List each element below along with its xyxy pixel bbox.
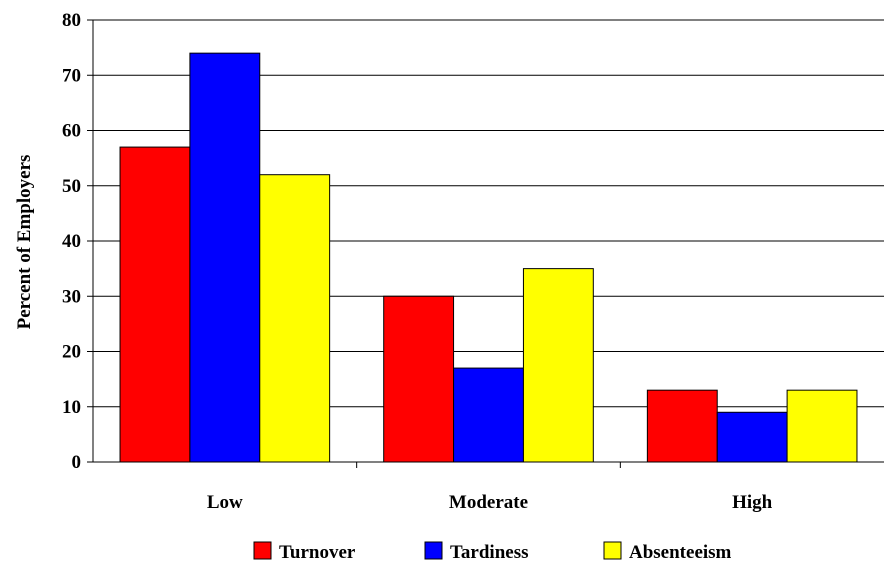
legend-swatch-turnover (253, 541, 272, 560)
bar-tardiness-low (189, 52, 261, 463)
bar-absenteeism-high (786, 389, 858, 463)
bar-absenteeism-low (259, 174, 331, 463)
legend-swatch-absenteeism (603, 541, 622, 560)
bar-turnover-low (119, 146, 191, 463)
bars (119, 52, 858, 463)
y-tick-label: 60 (62, 121, 81, 142)
bar-tardiness-high (716, 411, 788, 463)
legend-label-absenteeism: Absenteeism (629, 542, 732, 563)
x-category-label: Low (207, 492, 243, 513)
y-tick-label: 0 (72, 452, 82, 473)
bar-turnover-moderate (383, 295, 455, 463)
y-tick-label: 10 (62, 397, 81, 418)
x-category-label: Moderate (449, 492, 528, 513)
y-tick-label: 20 (62, 342, 81, 363)
y-tick-label: 30 (62, 286, 81, 307)
y-tick-label: 70 (62, 65, 81, 86)
axes (87, 19, 884, 468)
y-axis-title: Percent of Employers (14, 155, 35, 330)
y-tick-label: 40 (62, 231, 81, 252)
bar-turnover-high (646, 389, 718, 463)
y-tick-label: 50 (62, 176, 81, 197)
bar-absenteeism-moderate (522, 268, 594, 463)
legend-label-turnover: Turnover (279, 542, 356, 563)
bar-tardiness-moderate (453, 367, 524, 463)
legend-swatch-tardiness (424, 541, 443, 560)
labels: 0 10 20 30 40 50 60 70 80 Low Moderate High (62, 10, 773, 513)
legend-label-tardiness: Tardiness (450, 542, 529, 563)
x-category-label: High (732, 492, 773, 513)
legend: Turnover Tardiness Absenteeism (253, 541, 732, 563)
y-tick-label: 80 (62, 10, 81, 31)
